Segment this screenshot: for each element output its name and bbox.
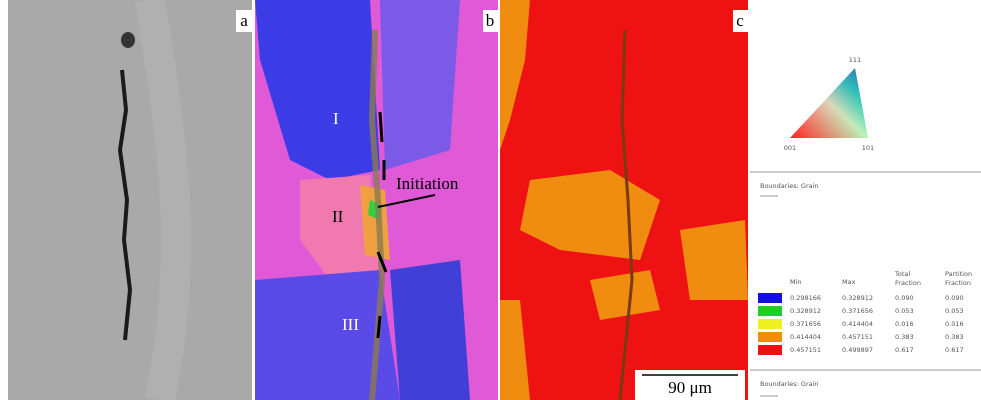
table-cell: 0.457151: [842, 333, 873, 341]
table-cell: 0.617: [945, 346, 964, 354]
panel-b: I II III Initiation b: [255, 0, 498, 400]
scale-bar: 90 μm: [668, 378, 712, 397]
table-cell: 0.383: [895, 333, 914, 341]
table-cell: 0.414404: [790, 333, 821, 341]
column-header: Max: [842, 278, 856, 286]
table-cell: 0.053: [945, 307, 964, 315]
table-cell: 0.414404: [842, 320, 873, 328]
table-cell: 0.383: [945, 333, 964, 341]
table-cell: 0.298166: [790, 294, 821, 302]
panel-a: a: [8, 0, 252, 400]
region-label: II: [332, 207, 344, 226]
column-header: Min: [790, 278, 802, 286]
color-swatch: [758, 319, 782, 329]
panel-label: b: [486, 11, 495, 30]
table-cell: 0.499897: [842, 346, 873, 354]
panel-c: c 90 μm: [500, 0, 748, 400]
table-cell: 0.371656: [842, 307, 873, 315]
panel-label: a: [240, 11, 248, 30]
table-cell: 0.053: [895, 307, 914, 315]
figure: a I II III Initiation b c: [0, 0, 981, 400]
triangle-label: 111: [849, 56, 861, 64]
table-cell: 0.016: [945, 320, 964, 328]
table-cell: 0.328912: [790, 307, 821, 315]
color-swatch: [758, 293, 782, 303]
triangle-label: 101: [862, 144, 874, 152]
triangle-label: 001: [784, 144, 796, 152]
table-cell: 0.328912: [842, 294, 873, 302]
boundaries-label: Boundaries: Grain: [760, 380, 819, 388]
table-cell: 0.371656: [790, 320, 821, 328]
boundaries-label: Boundaries: Grain: [760, 182, 819, 190]
table-cell: 0.090: [895, 294, 914, 302]
panel-label: c: [736, 11, 744, 30]
table-cell: 0.617: [895, 346, 914, 354]
legend: 111 001 101 Boundaries: Grain Boundaries…: [750, 56, 981, 396]
color-swatch: [758, 345, 782, 355]
color-swatch: [758, 332, 782, 342]
region-label: III: [342, 315, 359, 334]
annotation: Initiation: [396, 174, 459, 193]
table-cell: 0.090: [945, 294, 964, 302]
region-label: I: [333, 109, 339, 128]
table-cell: 0.457151: [790, 346, 821, 354]
color-swatch: [758, 306, 782, 316]
table-cell: 0.016: [895, 320, 914, 328]
